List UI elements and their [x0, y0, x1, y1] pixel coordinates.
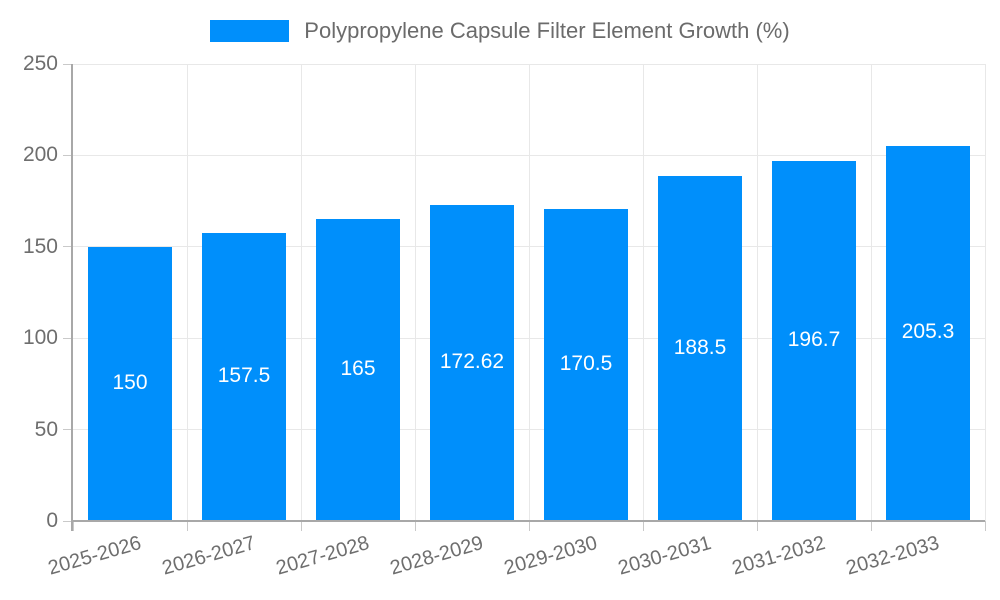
y-tick-label: 100	[22, 326, 58, 350]
x-tick-mark	[757, 521, 758, 531]
y-tick-mark	[63, 246, 73, 248]
x-tick-label: 2025-2026	[46, 532, 145, 580]
y-tick-label: 0	[46, 509, 58, 532]
bar-value-label: 172.62	[439, 350, 505, 374]
x-tick-label: 2029-2030	[502, 532, 601, 580]
x-tick-mark	[415, 521, 416, 531]
gridline-vertical	[757, 64, 758, 521]
x-tick-label: 2032-2033	[844, 532, 943, 580]
legend-swatch[interactable]	[210, 20, 290, 42]
y-tick-label: 150	[22, 234, 58, 258]
bar[interactable]	[658, 176, 742, 521]
x-tick-label: 2031-2032	[730, 532, 829, 580]
y-tick-mark	[63, 429, 73, 431]
bar-value-label: 165	[340, 357, 376, 381]
bar-value-label: 157.5	[217, 364, 271, 388]
bar[interactable]	[430, 205, 514, 521]
x-tick-mark	[871, 521, 872, 531]
x-tick-mark	[187, 521, 188, 531]
x-tick-label: 2026-2027	[160, 532, 259, 580]
bar[interactable]	[316, 219, 400, 521]
x-tick-mark	[985, 521, 986, 531]
y-tick-mark	[63, 520, 73, 522]
bar[interactable]	[88, 246, 172, 521]
bar[interactable]	[886, 145, 970, 521]
y-axis-line	[71, 64, 73, 531]
gridline-vertical	[187, 64, 188, 521]
bar-value-label: 170.5	[559, 352, 613, 376]
legend-label: Polypropylene Capsule Filter Element Gro…	[304, 18, 790, 43]
y-tick-mark	[63, 154, 73, 156]
bar-value-label: 205.3	[901, 320, 955, 344]
gridline-vertical	[985, 64, 986, 521]
x-tick-mark	[301, 521, 302, 531]
y-tick-label: 50	[34, 417, 58, 441]
x-tick-mark	[529, 521, 530, 531]
bar-value-label: 196.7	[787, 328, 841, 352]
gridline-vertical	[301, 64, 302, 521]
y-tick-label: 200	[22, 143, 58, 167]
y-tick-mark	[63, 63, 73, 65]
y-tick-label: 250	[22, 52, 58, 75]
gridline-vertical	[871, 64, 872, 521]
bar[interactable]	[202, 233, 286, 521]
legend[interactable]: Polypropylene Capsule Filter Element Gro…	[0, 18, 1000, 44]
gridline-vertical	[529, 64, 530, 521]
y-tick-mark	[63, 337, 73, 339]
x-tick-label: 2030-2031	[616, 532, 715, 580]
gridline-vertical	[415, 64, 416, 521]
x-tick-mark	[73, 521, 74, 531]
bar-value-label: 150	[112, 370, 148, 394]
x-tick-label: 2027-2028	[274, 532, 373, 580]
x-tick-mark	[643, 521, 644, 531]
bar[interactable]	[544, 209, 628, 521]
bar-value-label: 188.5	[673, 335, 727, 359]
gridline-vertical	[643, 64, 644, 521]
x-axis-line	[71, 520, 985, 522]
x-tick-label: 2028-2029	[388, 532, 487, 580]
bar[interactable]	[772, 161, 856, 521]
